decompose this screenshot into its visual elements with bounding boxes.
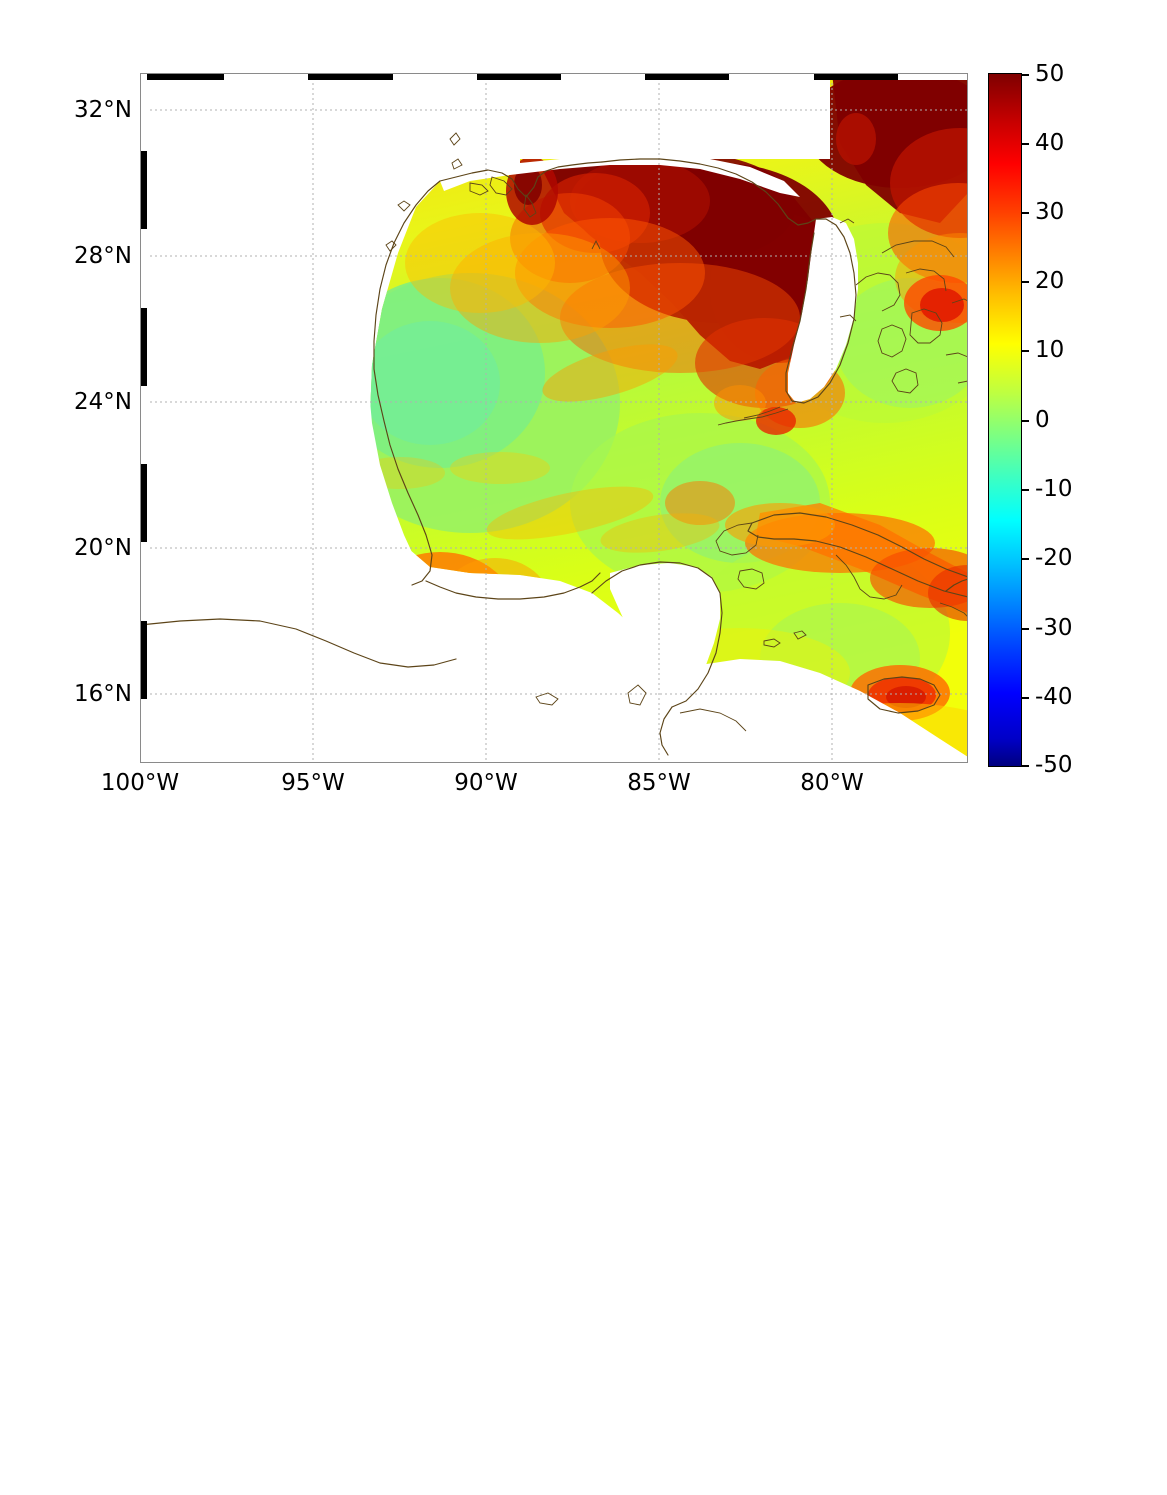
colorbar-tick: [1022, 143, 1029, 145]
colorbar-tick: [1022, 628, 1029, 630]
x-tick-label: 95°W: [281, 770, 345, 796]
colorbar-tick: [1022, 350, 1029, 352]
colorbar-tick-label: 50: [1035, 61, 1065, 87]
map-border-segment: [140, 464, 147, 543]
map-border-segment: [561, 73, 646, 80]
y-tick-label: 20°N: [74, 535, 132, 561]
map-border-segment: [645, 73, 730, 80]
map-border-segment: [140, 73, 147, 152]
colorbar-tick: [1022, 558, 1029, 560]
map-border-segment: [140, 307, 147, 386]
colorbar-tick-label: 10: [1035, 337, 1065, 363]
map-border-segment: [140, 229, 147, 308]
x-axis-tick-labels: 100°W 95°W 90°W 85°W 80°W: [101, 770, 968, 810]
x-tick-label: 100°W: [100, 770, 180, 796]
colorbar-tick: [1022, 281, 1029, 283]
colorbar-tick-label: -30: [1035, 615, 1073, 641]
colorbar-tick: [1022, 765, 1029, 767]
colorbar-tick: [1022, 489, 1029, 491]
y-tick-label: 28°N: [74, 243, 132, 269]
map-axes: [140, 73, 982, 777]
colorbar-tick: [1022, 74, 1029, 76]
y-tick-label: 16°N: [74, 681, 132, 707]
map-svg: [140, 73, 968, 763]
coastlines: [140, 132, 968, 756]
colorbar-tick-label: -50: [1035, 752, 1073, 778]
colorbar-tick-label: 30: [1035, 199, 1065, 225]
map-border-segment: [140, 385, 147, 465]
land-mask: [140, 73, 968, 763]
map-border-segment: [140, 73, 225, 80]
map-border-segment: [476, 73, 561, 80]
x-tick-label: 85°W: [627, 770, 691, 796]
y-tick-label: 32°N: [74, 97, 132, 123]
colorbar-tick: [1022, 212, 1029, 214]
x-tick-label: 90°W: [454, 770, 518, 796]
graticule: [140, 73, 968, 763]
colorbar-tick-label: 0: [1035, 407, 1050, 433]
map-border-segment: [308, 73, 393, 80]
colorbar-tick-label: 20: [1035, 268, 1065, 294]
map-border-right: [140, 73, 147, 1495]
map-border-segment: [140, 620, 147, 699]
x-tick-label: 80°W: [800, 770, 864, 796]
map-border-segment: [729, 73, 814, 80]
colorbar-gradient: [988, 73, 1022, 767]
map-border-segment: [140, 542, 147, 621]
map-border-segment: [897, 73, 982, 80]
y-tick-label: 24°N: [74, 389, 132, 415]
map-border-segment: [224, 73, 309, 80]
colorbar-tick: [1022, 420, 1029, 422]
colorbar-tick-label: -40: [1035, 684, 1073, 710]
figure-canvas: 32°N 28°N 24°N 20°N 16°N 100°W 95°W 90°W…: [0, 61, 1073, 810]
colorbar-tick-label: -20: [1035, 545, 1073, 571]
y-axis-tick-labels: 32°N 28°N 24°N 20°N 16°N: [0, 73, 132, 763]
colorbar-tick-label: -10: [1035, 476, 1073, 502]
colorbar: 50 40 30 20 10 0 -10 -20 -30 -40 -50: [988, 61, 1073, 778]
map-border-segment: [140, 698, 147, 777]
map-border-bottom: [140, 73, 982, 87]
map-border-segment: [813, 73, 898, 80]
map-border-segment: [392, 73, 477, 80]
colorbar-tick: [1022, 697, 1029, 699]
map-plot-area: [140, 73, 968, 763]
colorbar-tick-label: 40: [1035, 130, 1065, 156]
map-border-segment: [140, 151, 147, 230]
